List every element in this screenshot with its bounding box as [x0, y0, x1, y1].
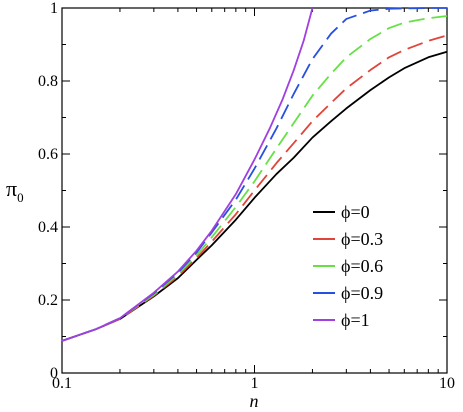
series-line-4: [61, 7, 314, 342]
series-lines: [61, 7, 448, 342]
y-tick-label: 0.4: [38, 219, 58, 236]
legend: ϕ=0 ϕ=0.3 ϕ=0.6 ϕ=0.9 ϕ=1: [313, 202, 383, 330]
y-tick-label: 0.6: [38, 146, 58, 163]
y-axis-label-main: π: [6, 176, 17, 201]
legend-label: ϕ=0.6: [341, 256, 383, 276]
series-line-0: [61, 50, 448, 342]
legend-label: ϕ=0: [341, 202, 370, 222]
x-tick-label: 0.1: [52, 375, 72, 392]
x-axis-label: n: [250, 391, 259, 411]
legend-label: ϕ=0.3: [341, 229, 383, 249]
legend-label: ϕ=1: [341, 310, 370, 330]
y-axis-label-sub: 0: [17, 190, 24, 205]
x-tick-label: 10: [439, 375, 455, 392]
y-axis-ticks: 0 0.2 0.4 0.6 0.8 1: [38, 0, 447, 382]
y-tick-label: 1: [50, 0, 58, 17]
y-tick-label: 0.8: [38, 73, 58, 90]
series-line-1: [61, 34, 448, 342]
legend-label: ϕ=0.9: [341, 283, 383, 303]
y-axis-label: π0: [6, 176, 24, 205]
x-axis-ticks: 0.1 1 10: [52, 8, 455, 392]
x-tick-label: 1: [251, 375, 259, 392]
y-tick-label: 0.2: [38, 292, 58, 309]
y-tick-label: 0: [50, 365, 58, 382]
series-line-2: [61, 15, 448, 342]
